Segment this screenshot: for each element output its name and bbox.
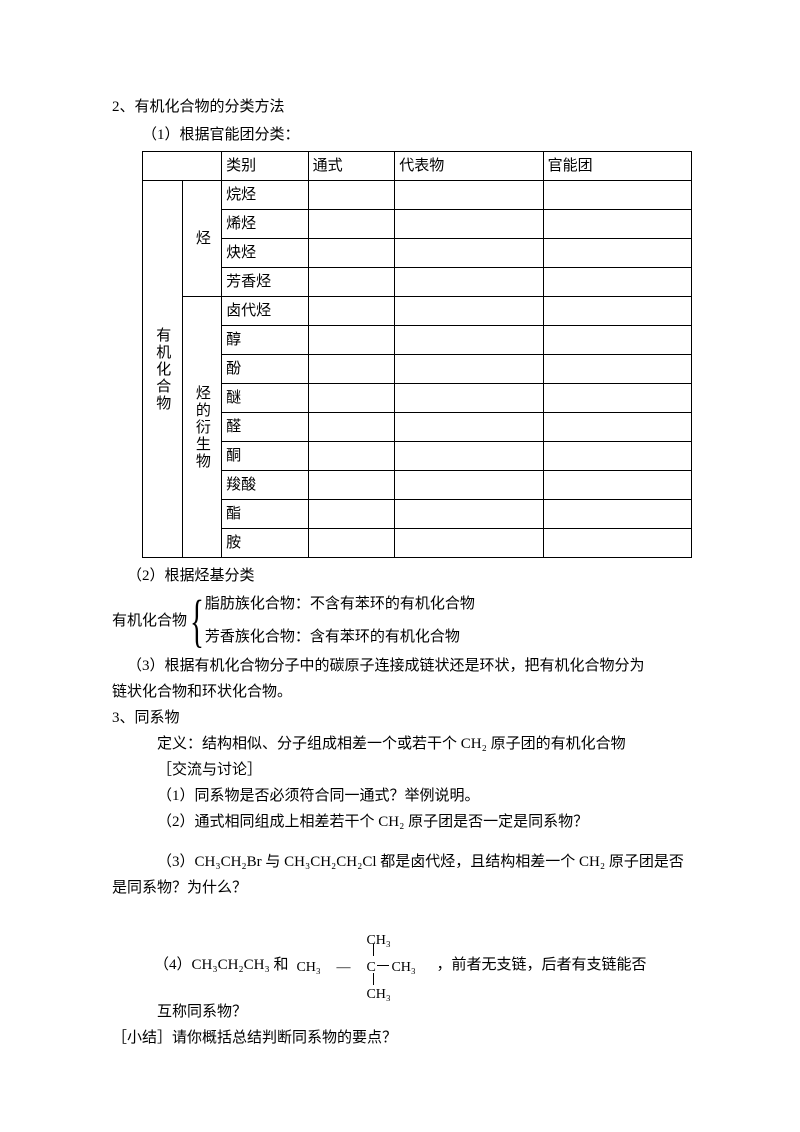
group-derivative: 烃的衍生物 <box>182 297 222 558</box>
mol-right: CH₃ <box>391 957 415 979</box>
table-row: 胺 <box>143 529 692 558</box>
main-group: 有机化合物 <box>143 181 183 558</box>
cat-cell: 醛 <box>222 413 309 442</box>
table-row: 芳香烃 <box>143 268 692 297</box>
col-formula: 通式 <box>308 152 395 181</box>
classification-table: 类别 通式 代表物 官能团 有机化合物 烃 烷烃 烯烃 炔烃 芳香烃 烃的衍生物… <box>142 151 692 558</box>
table-row: 醚 <box>143 384 692 413</box>
section-3-title: 3、同系物 <box>112 706 705 730</box>
table-row: 羧酸 <box>143 471 692 500</box>
brace-icon: { <box>190 592 204 650</box>
q4-lead: （4）CH₃CH₂CH₃ 和 <box>154 953 288 977</box>
table-row: 炔烃 <box>143 239 692 268</box>
brace-item-aliphatic: 脂肪族化合物：不含有苯环的有机化合物 <box>205 595 475 615</box>
table-row: 酮 <box>143 442 692 471</box>
table-row: 酯 <box>143 500 692 529</box>
question-3-line2: 是同系物？为什么？ <box>112 876 705 900</box>
brace-classification: 有机化合物 { 脂肪族化合物：不含有苯环的有机化合物 芳香族化合物：含有苯环的有… <box>112 592 705 650</box>
table-header-row: 类别 通式 代表物 官能团 <box>143 152 692 181</box>
mol-bottom: CH₃ <box>366 984 390 1006</box>
question-2: （2）通式相同组成上相差若干个 CH₂ 原子团是否一定是同系物？ <box>112 810 705 834</box>
table-row: 醛 <box>143 413 692 442</box>
question-1: （1）同系物是否必须符合同一通式？举例说明。 <box>112 784 705 808</box>
question-3-line1: （3）CH₃CH₂Br 与 CH₃CH₂CH₂Cl 都是卤代烃，且结构相差一个 … <box>112 850 705 874</box>
cat-cell: 胺 <box>222 529 309 558</box>
cat-cell: 卤代烃 <box>222 297 309 326</box>
cat-cell: 芳香烃 <box>222 268 309 297</box>
col-category: 类别 <box>222 152 309 181</box>
cat-cell: 醚 <box>222 384 309 413</box>
subsection-3-line2: 链状化合物和环状化合物。 <box>112 680 705 704</box>
cat-cell: 酯 <box>222 500 309 529</box>
question-4-line1: （4）CH₃CH₂CH₃ 和 CH₃ CH₃ — C CH₃ CH₃ ，前者无支… <box>112 930 705 1000</box>
mol-left: CH₃ <box>296 957 320 979</box>
discussion-label: ［交流与讨论］ <box>112 758 705 782</box>
cat-cell: 酚 <box>222 355 309 384</box>
subsection-3-line1: （3）根据有机化合物分子中的碳原子连接成链状还是环状，把有机化合物分为 <box>112 654 705 678</box>
table-row: 醇 <box>143 326 692 355</box>
cat-cell: 羧酸 <box>222 471 309 500</box>
question-4-line2: 互称同系物？ <box>112 1000 705 1024</box>
q4-tail: ，前者无支链，后者有支链能否 <box>436 953 646 977</box>
cat-cell: 炔烃 <box>222 239 309 268</box>
subsection-2: （2）根据烃基分类 <box>112 564 705 588</box>
cat-cell: 烷烃 <box>222 181 309 210</box>
bond-icon <box>377 965 389 966</box>
bond-icon: — <box>336 957 350 979</box>
table-row: 烯烃 <box>143 210 692 239</box>
cat-cell: 醇 <box>222 326 309 355</box>
col-func: 官能团 <box>543 152 691 181</box>
summary: ［小结］请你概括总结判断同系物的要点？ <box>112 1026 705 1050</box>
brace-item-aromatic: 芳香族化合物：含有苯环的有机化合物 <box>205 628 475 648</box>
table-row: 有机化合物 烃 烷烃 <box>143 181 692 210</box>
cat-cell: 酮 <box>222 442 309 471</box>
subsection-1: （1）根据官能团分类： <box>112 123 705 147</box>
table-row: 酚 <box>143 355 692 384</box>
mol-top: CH₃ <box>366 930 390 952</box>
cat-cell: 烯烃 <box>222 210 309 239</box>
bond-icon <box>373 944 374 956</box>
molecular-structure: CH₃ CH₃ — C CH₃ CH₃ <box>296 930 426 1000</box>
brace-label: 有机化合物 <box>112 609 187 633</box>
group-hydrocarbon: 烃 <box>182 181 222 297</box>
section-2-title: 2、有机化合物的分类方法 <box>112 95 705 119</box>
col-rep: 代表物 <box>395 152 543 181</box>
document-page: 2、有机化合物的分类方法 （1）根据官能团分类： 类别 通式 代表物 官能团 有… <box>0 0 800 1132</box>
table-row: 烃的衍生物 卤代烃 <box>143 297 692 326</box>
definition: 定义：结构相似、分子组成相差一个或若干个 CH₂ 原子团的有机化合物 <box>112 732 705 756</box>
